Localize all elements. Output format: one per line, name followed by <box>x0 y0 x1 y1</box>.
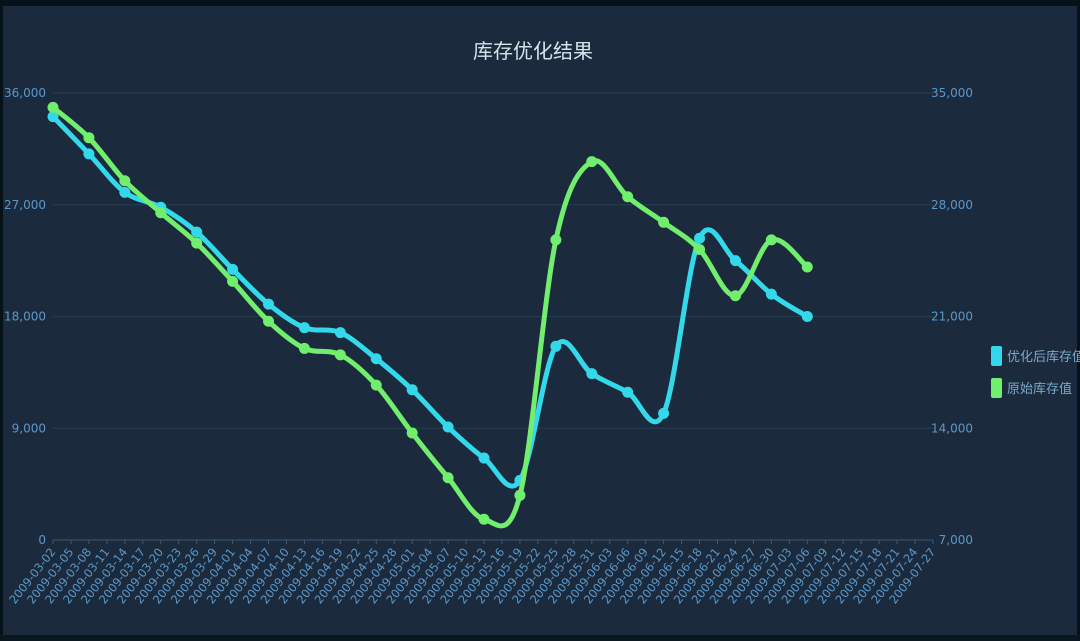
data-point[interactable] <box>442 472 454 484</box>
data-point[interactable] <box>191 226 203 238</box>
data-point[interactable] <box>119 186 131 198</box>
left-tick-label: 36,000 <box>4 86 46 100</box>
grid-lines <box>53 92 933 541</box>
data-point[interactable] <box>227 263 239 275</box>
data-point[interactable] <box>191 237 203 249</box>
series-optimized <box>47 111 813 489</box>
data-point[interactable] <box>47 101 59 113</box>
data-point[interactable] <box>370 353 382 365</box>
data-point[interactable] <box>729 255 741 267</box>
data-point[interactable] <box>658 216 670 228</box>
data-point[interactable] <box>658 407 670 419</box>
left-tick-label: 0 <box>38 533 46 547</box>
left-tick-label: 18,000 <box>4 310 46 324</box>
right-tick-label: 14,000 <box>931 421 973 435</box>
data-point[interactable] <box>47 111 59 123</box>
data-point[interactable] <box>586 156 598 168</box>
data-point[interactable] <box>227 275 239 287</box>
data-point[interactable] <box>298 342 310 354</box>
data-point[interactable] <box>442 421 454 433</box>
data-point[interactable] <box>765 234 777 246</box>
data-point[interactable] <box>729 290 741 302</box>
data-point[interactable] <box>119 175 131 187</box>
data-point[interactable] <box>550 340 562 352</box>
legend-item[interactable]: 优化后库存值 <box>991 346 1080 366</box>
x-axis: 2009-03-022009-03-052009-03-082009-03-11… <box>6 540 938 607</box>
series-line <box>50 104 810 529</box>
data-point[interactable] <box>334 327 346 339</box>
series-original <box>47 101 813 529</box>
legend-swatch <box>991 346 1002 366</box>
data-point[interactable] <box>155 207 167 219</box>
data-point[interactable] <box>550 234 562 246</box>
legend-label: 优化后库存值 <box>1007 349 1080 365</box>
right-tick-label: 35,000 <box>931 86 973 100</box>
data-point[interactable] <box>801 311 813 322</box>
data-point[interactable] <box>478 513 490 525</box>
data-point[interactable] <box>622 191 634 203</box>
data-point[interactable] <box>694 232 706 244</box>
legend-item[interactable]: 原始库存值 <box>991 378 1072 398</box>
right-tick-label: 7,000 <box>939 533 973 547</box>
data-point[interactable] <box>478 452 490 464</box>
left-tick-label: 9,000 <box>12 421 46 435</box>
legend-swatch <box>991 378 1002 398</box>
legend-label: 原始库存值 <box>1007 381 1072 397</box>
line-chart: 库存优化结果 0 9,000 18,000 27,000 36,000 7,000 14,… <box>4 39 1080 607</box>
data-point[interactable] <box>263 298 275 310</box>
left-tick-label: 27,000 <box>4 198 46 212</box>
data-point[interactable] <box>370 379 382 391</box>
right-tick-label: 21,000 <box>931 310 973 324</box>
data-point[interactable] <box>586 368 598 380</box>
series-group <box>47 101 813 529</box>
right-tick-label: 28,000 <box>931 198 973 212</box>
data-point[interactable] <box>765 288 777 300</box>
data-point[interactable] <box>334 349 346 361</box>
left-axis: 0 9,000 18,000 27,000 36,000 <box>4 86 46 547</box>
data-point[interactable] <box>263 315 275 327</box>
data-point[interactable] <box>406 427 418 439</box>
data-point[interactable] <box>298 322 310 334</box>
data-point[interactable] <box>622 386 634 398</box>
data-point[interactable] <box>83 148 95 160</box>
series-line <box>50 114 810 489</box>
data-point[interactable] <box>694 243 706 255</box>
right-axis: 7,000 14,000 21,000 28,000 35,000 <box>931 86 973 547</box>
data-point[interactable] <box>514 489 526 501</box>
data-point[interactable] <box>83 132 95 144</box>
chart-title: 库存优化结果 <box>473 39 593 63</box>
data-point[interactable] <box>406 384 418 396</box>
data-point[interactable] <box>801 261 813 273</box>
